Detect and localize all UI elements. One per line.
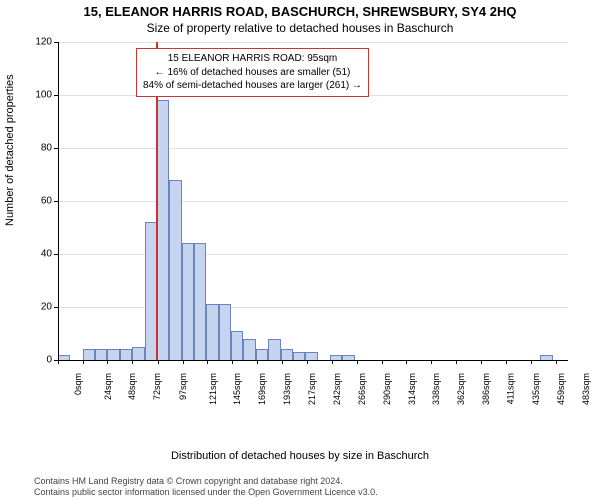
histogram-bar <box>219 304 231 360</box>
x-tick-label: 362sqm <box>456 373 466 405</box>
histogram-bar <box>95 349 107 360</box>
footer-line-2: Contains public sector information licen… <box>34 487 378 498</box>
histogram-bar <box>107 349 119 360</box>
gridline <box>58 307 568 308</box>
histogram-bar <box>281 349 293 360</box>
y-tick-label: 60 <box>22 196 52 207</box>
x-tick-label: 24sqm <box>103 373 113 400</box>
histogram-bar <box>169 180 181 360</box>
x-tick-label: 483sqm <box>581 373 591 405</box>
page-title: 15, ELEANOR HARRIS ROAD, BASCHURCH, SHRE… <box>0 0 600 19</box>
x-tick-label: 72sqm <box>152 373 162 400</box>
x-axis-title: Distribution of detached houses by size … <box>0 450 600 462</box>
histogram-bar <box>231 331 243 360</box>
histogram-bar <box>132 347 144 360</box>
footer-attribution: Contains HM Land Registry data © Crown c… <box>34 476 378 499</box>
x-tick-label: 0sqm <box>73 373 83 395</box>
y-tick-label: 80 <box>22 143 52 154</box>
info-box-line: 84% of semi-detached houses are larger (… <box>143 79 362 93</box>
x-tick-label: 217sqm <box>307 373 317 405</box>
y-tick-label: 120 <box>22 37 52 48</box>
x-tick-label: 48sqm <box>127 373 137 400</box>
y-axis-title: Number of detached properties <box>4 74 16 226</box>
histogram-bar <box>120 349 132 360</box>
histogram-bar <box>206 304 218 360</box>
histogram-bar <box>194 243 206 360</box>
x-tick-label: 266sqm <box>357 373 367 405</box>
histogram-bar <box>182 243 194 360</box>
x-tick-label: 193sqm <box>282 373 292 405</box>
x-tick-label: 290sqm <box>382 373 392 405</box>
histogram-bar <box>83 349 95 360</box>
x-tick-label: 338sqm <box>431 373 441 405</box>
histogram-bar <box>305 352 317 360</box>
x-tick-label: 435sqm <box>531 373 541 405</box>
x-tick-label: 242sqm <box>332 373 342 405</box>
gridline <box>58 148 568 149</box>
info-box-line: ← 16% of detached houses are smaller (51… <box>143 66 362 80</box>
x-tick-label: 97sqm <box>178 373 188 400</box>
histogram-bar <box>256 349 268 360</box>
x-tick-label: 121sqm <box>208 373 218 405</box>
x-tick-label: 314sqm <box>407 373 417 405</box>
histogram-bar <box>243 339 255 360</box>
histogram-bar <box>157 100 169 360</box>
x-axis <box>58 360 568 361</box>
page-subtitle: Size of property relative to detached ho… <box>0 19 600 37</box>
x-tick-label: 386sqm <box>481 373 491 405</box>
footer-line-1: Contains HM Land Registry data © Crown c… <box>34 476 378 487</box>
histogram-bar <box>293 352 305 360</box>
gridline <box>58 254 568 255</box>
y-axis <box>58 42 59 360</box>
x-tick-label: 459sqm <box>556 373 566 405</box>
y-tick-label: 20 <box>22 302 52 313</box>
gridline <box>58 42 568 43</box>
x-tick-label: 145sqm <box>232 373 242 405</box>
histogram-bar <box>268 339 280 360</box>
y-tick-label: 40 <box>22 249 52 260</box>
property-info-box: 15 ELEANOR HARRIS ROAD: 95sqm← 16% of de… <box>136 48 369 97</box>
x-tick-label: 411sqm <box>506 373 516 404</box>
x-tick-label: 169sqm <box>257 373 267 405</box>
y-tick-label: 100 <box>22 90 52 101</box>
y-tick-label: 0 <box>22 355 52 366</box>
info-box-line: 15 ELEANOR HARRIS ROAD: 95sqm <box>143 52 362 66</box>
gridline <box>58 201 568 202</box>
histogram-chart: 0204060801001200sqm24sqm48sqm72sqm97sqm1… <box>58 42 578 412</box>
